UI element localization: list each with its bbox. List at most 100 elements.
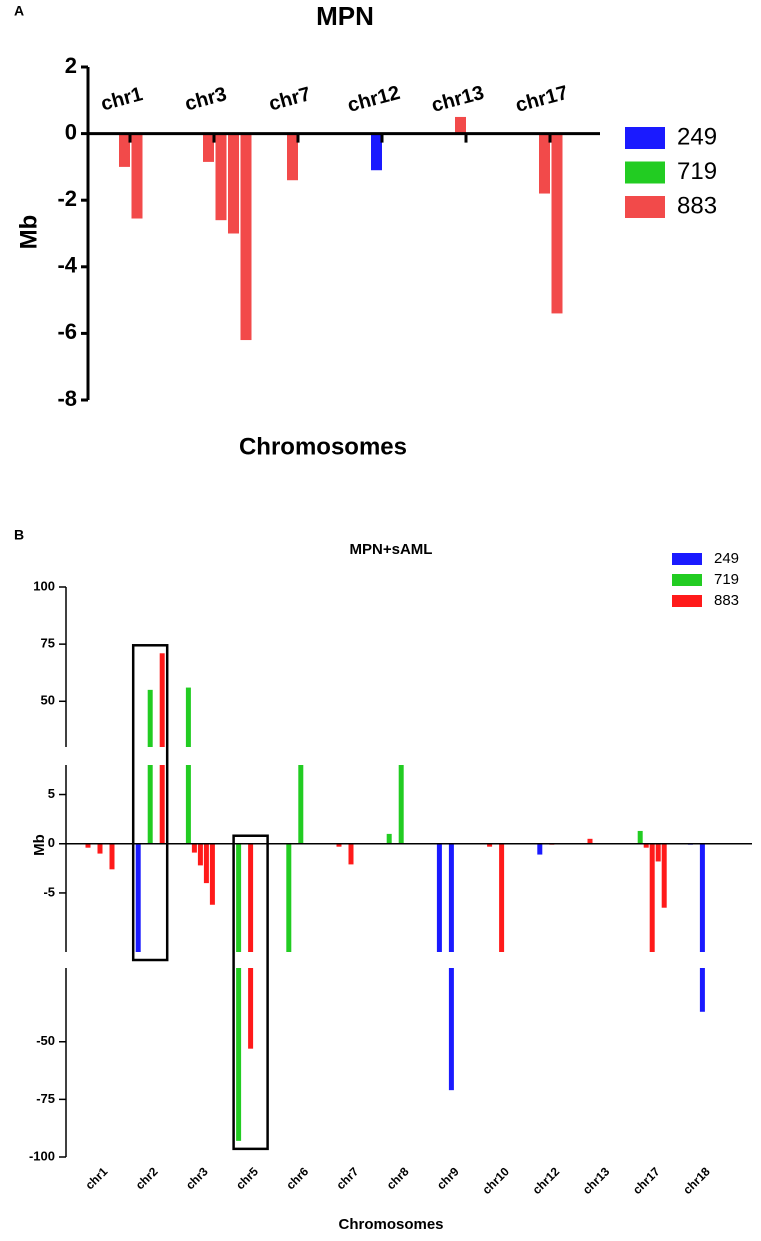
bar xyxy=(97,843,103,854)
x-tick-label: chr7 xyxy=(334,1164,362,1192)
y-tick-label: 100 xyxy=(33,578,55,593)
bar xyxy=(85,843,91,848)
x-tick-label: chr17 xyxy=(513,82,570,117)
bar xyxy=(159,653,165,747)
y-tick-label: -75 xyxy=(36,1091,55,1106)
bar xyxy=(336,843,342,847)
x-tick-label: chr6 xyxy=(283,1164,311,1192)
bar xyxy=(643,843,649,848)
panel-label: A xyxy=(14,3,24,19)
bar xyxy=(228,133,239,234)
x-tick-label: chr8 xyxy=(384,1164,412,1192)
bar xyxy=(240,133,252,341)
bar xyxy=(147,689,153,747)
legend-swatch xyxy=(625,196,665,218)
x-tick-label: chr2 xyxy=(133,1164,161,1192)
x-tick-label: chr18 xyxy=(680,1164,713,1197)
bar xyxy=(398,765,404,844)
bar xyxy=(203,133,214,162)
x-tick-label: chr3 xyxy=(183,1164,211,1192)
y-tick-label: -5 xyxy=(43,884,55,899)
bar xyxy=(209,843,215,905)
x-tick-label: chr12 xyxy=(530,1164,563,1197)
x-axis-label: Chromosomes xyxy=(239,433,407,460)
x-tick-label: chr13 xyxy=(429,82,486,117)
x-tick-label: chr17 xyxy=(630,1164,663,1197)
bar xyxy=(248,843,254,952)
bar xyxy=(248,968,254,1049)
bar xyxy=(197,843,203,866)
legend-label: 883 xyxy=(714,592,739,609)
bar xyxy=(499,843,505,952)
y-tick-label: 0 xyxy=(65,119,77,144)
legend-label: 249 xyxy=(714,550,739,567)
y-tick-label: 5 xyxy=(48,786,55,801)
bar xyxy=(159,765,165,844)
bar xyxy=(287,133,298,181)
bar xyxy=(185,765,191,844)
y-tick-label: 50 xyxy=(41,693,55,708)
bar xyxy=(131,133,143,219)
bar xyxy=(699,968,705,1012)
legend-label: 719 xyxy=(677,158,717,185)
legend-swatch xyxy=(625,127,665,149)
y-axis-label: Mb xyxy=(15,215,42,250)
bar xyxy=(203,843,209,884)
x-tick-label: chr13 xyxy=(580,1164,613,1197)
chart-title: MPN+sAML xyxy=(350,541,433,558)
bar xyxy=(298,765,304,844)
x-tick-label: chr7 xyxy=(267,83,314,115)
bar xyxy=(455,116,466,134)
y-tick-label: -6 xyxy=(57,319,77,344)
bar xyxy=(135,843,141,952)
highlight-box xyxy=(232,834,269,1151)
x-tick-label: chr5 xyxy=(233,1164,261,1192)
y-tick-label: -2 xyxy=(57,186,77,211)
bar xyxy=(371,133,382,171)
y-tick-label: -50 xyxy=(36,1033,55,1048)
bar xyxy=(147,765,153,844)
bar xyxy=(661,843,667,908)
bar xyxy=(215,133,227,221)
bar xyxy=(539,133,550,194)
bar xyxy=(185,687,191,747)
bar xyxy=(386,833,392,844)
y-tick-label: -4 xyxy=(57,253,77,278)
x-tick-label: chr9 xyxy=(434,1164,462,1192)
x-tick-label: chr3 xyxy=(183,83,230,115)
panel-label: B xyxy=(14,527,24,543)
bar xyxy=(587,838,593,844)
bar xyxy=(436,843,442,952)
x-tick-label: chr1 xyxy=(83,1164,111,1192)
bar xyxy=(448,968,454,1091)
y-tick-label: -100 xyxy=(29,1148,55,1163)
x-tick-label: chr12 xyxy=(345,82,402,117)
bar xyxy=(119,133,130,167)
y-axis-label: Mb xyxy=(31,834,48,856)
legend-swatch xyxy=(672,574,702,586)
bar xyxy=(348,843,354,865)
bar xyxy=(286,843,292,952)
bar xyxy=(109,843,115,870)
x-tick-label: chr1 xyxy=(99,83,146,115)
x-tick-label: chr10 xyxy=(479,1164,512,1197)
bar xyxy=(191,843,197,853)
chart-title: MPN xyxy=(316,1,374,31)
bar xyxy=(487,843,493,847)
legend-swatch xyxy=(625,161,665,184)
legend-swatch xyxy=(672,553,702,565)
bar xyxy=(537,843,543,855)
bar xyxy=(236,843,242,952)
y-tick-label: 0 xyxy=(48,835,55,850)
legend-label: 883 xyxy=(677,192,717,219)
bar xyxy=(551,133,563,314)
bar xyxy=(637,830,643,844)
x-axis-label: Chromosomes xyxy=(338,1216,443,1233)
bar xyxy=(655,843,661,862)
legend-label: 719 xyxy=(714,571,739,588)
y-tick-label: -8 xyxy=(57,386,77,411)
legend-label: 249 xyxy=(677,123,717,150)
bar xyxy=(649,843,655,952)
y-tick-label: 2 xyxy=(65,53,77,78)
